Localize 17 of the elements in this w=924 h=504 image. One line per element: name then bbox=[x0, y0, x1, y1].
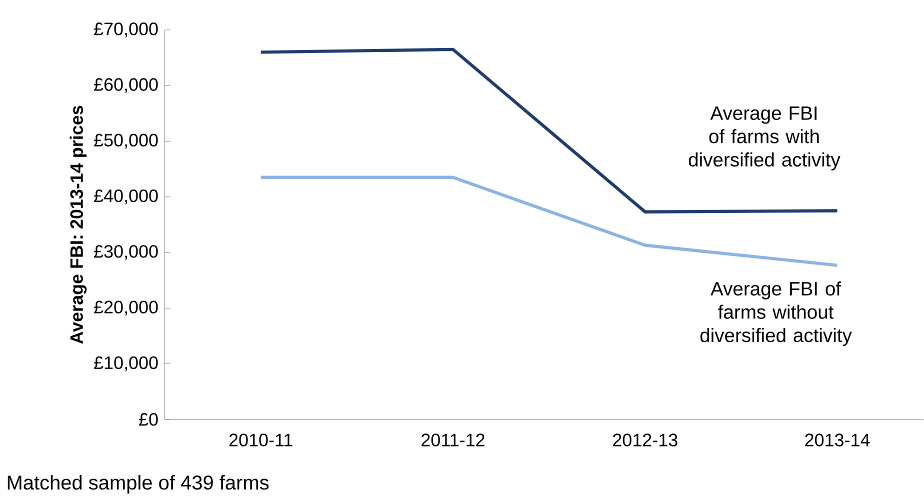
x-tick-label: 2010-11 bbox=[229, 434, 292, 446]
line-series bbox=[259, 48, 839, 214]
y-tick-label: £40,000 bbox=[94, 189, 158, 204]
text: Average FBI of farms with diversified activity bbox=[688, 106, 840, 170]
text: Matched sample of 439 farms bbox=[8, 474, 269, 494]
y-tick-label: £60,000 bbox=[94, 78, 158, 93]
y-tick-label: £10,000 bbox=[94, 356, 158, 372]
y-tick-label: £50,000 bbox=[94, 134, 158, 149]
y-tick-label: £70,000 bbox=[94, 22, 158, 38]
y-tick-label: £30,000 bbox=[94, 244, 158, 260]
x-tick-label: 2012-13 bbox=[613, 434, 678, 446]
y-axis-title: Average FBI: 2013-14 prices bbox=[70, 106, 87, 344]
y-tick-label: £0 bbox=[139, 412, 158, 426]
x-tick-label: 2013-14 bbox=[805, 434, 870, 446]
series-label: Average FBI of farms without diversified activity bbox=[700, 281, 852, 346]
y-tick-label: £20,000 bbox=[94, 300, 158, 316]
x-tick-label: 2011-12 bbox=[422, 434, 484, 446]
